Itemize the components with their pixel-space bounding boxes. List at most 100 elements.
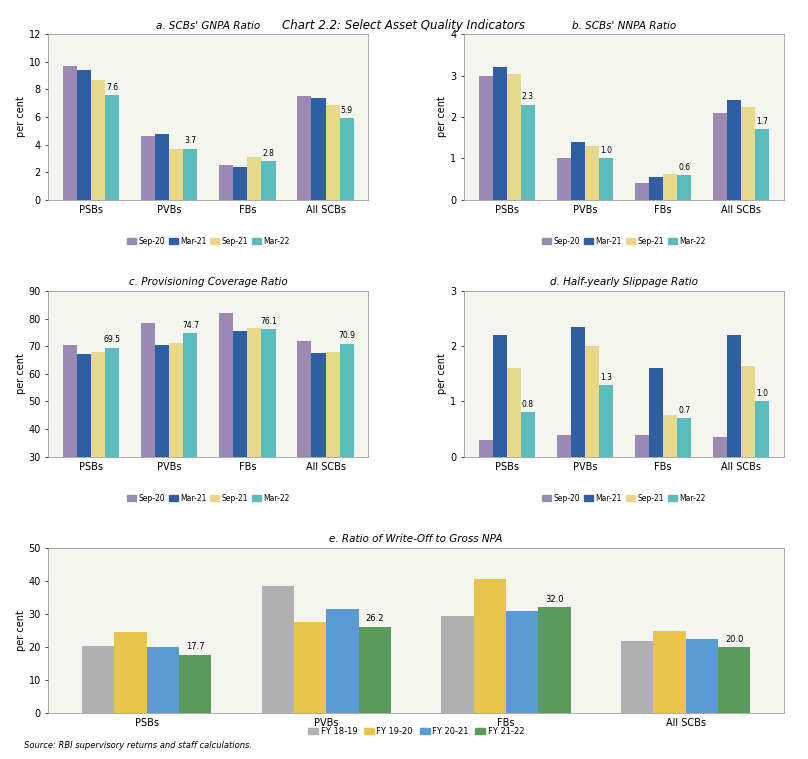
Bar — [82, 646, 114, 713]
Bar — [105, 348, 120, 540]
Bar — [741, 366, 755, 457]
Bar — [649, 177, 663, 200]
Bar — [506, 611, 538, 713]
Bar — [585, 146, 599, 200]
Bar — [155, 134, 169, 200]
Bar — [262, 329, 276, 540]
Bar — [570, 142, 585, 200]
Bar — [727, 335, 741, 457]
Bar — [77, 354, 91, 540]
Bar — [654, 631, 686, 713]
Bar — [538, 607, 570, 713]
Bar — [557, 435, 570, 457]
Bar — [262, 161, 276, 200]
Legend: Sep-20, Mar-21, Sep-21, Mar-22: Sep-20, Mar-21, Sep-21, Mar-22 — [539, 491, 709, 505]
Bar — [63, 345, 77, 540]
Bar — [521, 105, 535, 200]
Bar — [91, 351, 105, 540]
Text: 2.3: 2.3 — [522, 93, 534, 101]
Bar — [326, 351, 339, 540]
Bar — [326, 609, 359, 713]
Bar — [183, 333, 197, 540]
Text: 1.3: 1.3 — [600, 373, 612, 382]
Bar — [493, 335, 507, 457]
Bar — [599, 159, 613, 200]
Text: 74.7: 74.7 — [182, 321, 199, 330]
Bar — [155, 345, 169, 540]
Bar — [441, 616, 473, 713]
Bar — [339, 344, 354, 540]
Text: 5.9: 5.9 — [340, 106, 352, 115]
Text: 69.5: 69.5 — [103, 335, 120, 345]
Bar — [507, 368, 521, 457]
Title: d. Half-yearly Slippage Ratio: d. Half-yearly Slippage Ratio — [550, 277, 698, 288]
Y-axis label: per cent: per cent — [15, 96, 26, 137]
Bar — [755, 402, 769, 457]
Legend: Sep-20, Mar-21, Sep-21, Mar-22: Sep-20, Mar-21, Sep-21, Mar-22 — [124, 234, 293, 249]
Bar — [63, 66, 77, 200]
Bar — [219, 313, 234, 540]
Bar — [677, 175, 691, 200]
Text: 20.0: 20.0 — [725, 635, 743, 644]
Bar — [247, 328, 262, 540]
Bar — [91, 80, 105, 200]
Bar — [677, 418, 691, 457]
Bar — [649, 368, 663, 457]
Text: 1.7: 1.7 — [756, 117, 768, 126]
Bar — [635, 183, 649, 200]
Bar — [727, 100, 741, 200]
Text: 2.8: 2.8 — [263, 149, 275, 158]
Bar — [359, 627, 391, 713]
Bar — [478, 440, 493, 457]
Text: Chart 2.2: Select Asset Quality Indicators: Chart 2.2: Select Asset Quality Indicato… — [283, 19, 525, 32]
Text: 26.2: 26.2 — [365, 614, 384, 623]
Bar — [311, 353, 326, 540]
Bar — [521, 412, 535, 457]
Bar — [741, 107, 755, 200]
Title: a. SCBs' GNPA Ratio: a. SCBs' GNPA Ratio — [156, 20, 260, 30]
Text: 76.1: 76.1 — [260, 317, 277, 326]
Bar — [294, 622, 326, 713]
Bar — [473, 579, 506, 713]
Bar — [247, 157, 262, 200]
Text: 17.7: 17.7 — [186, 643, 204, 651]
Bar — [219, 165, 234, 200]
Text: Source: RBI supervisory returns and staff calculations.: Source: RBI supervisory returns and staf… — [24, 741, 252, 750]
Bar — [179, 655, 211, 713]
Text: 32.0: 32.0 — [545, 595, 564, 604]
Bar — [77, 70, 91, 200]
Bar — [297, 341, 311, 540]
Y-axis label: per cent: per cent — [15, 354, 26, 394]
Bar — [713, 437, 727, 457]
Bar — [493, 68, 507, 200]
Title: c. Provisioning Coverage Ratio: c. Provisioning Coverage Ratio — [129, 277, 288, 288]
Bar — [169, 343, 183, 540]
Bar — [599, 385, 613, 457]
Bar — [114, 632, 146, 713]
Bar — [234, 331, 247, 540]
Text: 3.7: 3.7 — [184, 137, 196, 146]
Bar — [507, 74, 521, 200]
Bar — [570, 327, 585, 457]
Bar — [686, 639, 718, 713]
Bar — [478, 76, 493, 200]
Title: e. Ratio of Write-Off to Gross NPA: e. Ratio of Write-Off to Gross NPA — [330, 534, 503, 544]
Bar — [621, 641, 654, 713]
Text: 1.0: 1.0 — [600, 146, 612, 155]
Y-axis label: per cent: per cent — [15, 610, 26, 651]
Legend: Sep-20, Mar-21, Sep-21, Mar-22: Sep-20, Mar-21, Sep-21, Mar-22 — [539, 234, 709, 249]
Bar — [663, 415, 677, 457]
Text: 0.8: 0.8 — [522, 400, 534, 409]
Bar — [663, 174, 677, 200]
Text: 1.0: 1.0 — [756, 389, 768, 398]
Bar — [718, 647, 751, 713]
Bar — [326, 105, 339, 200]
Bar — [635, 435, 649, 457]
Text: 0.6: 0.6 — [678, 162, 690, 172]
Bar — [585, 346, 599, 457]
Bar — [169, 149, 183, 200]
Legend: FY 18-19, FY 19-20, FY 20-21, FY 21-22: FY 18-19, FY 19-20, FY 20-21, FY 21-22 — [305, 723, 528, 739]
Bar — [146, 647, 179, 713]
Bar — [141, 137, 155, 200]
Y-axis label: per cent: per cent — [437, 96, 448, 137]
